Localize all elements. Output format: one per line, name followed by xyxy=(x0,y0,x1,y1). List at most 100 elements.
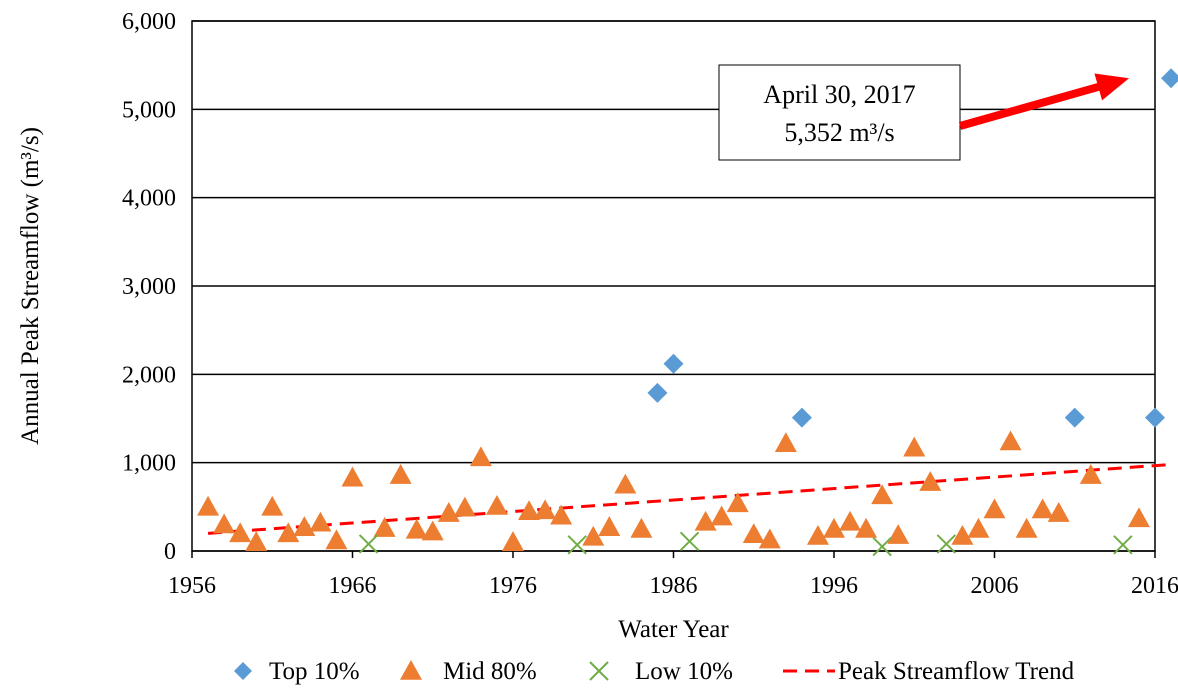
x-axis-label: Water Year xyxy=(618,616,729,643)
point-mid-80 xyxy=(887,524,910,544)
point-top-10 xyxy=(663,353,684,374)
x-tick-label: 1966 xyxy=(329,573,377,599)
legend-label-trend: Peak Streamflow Trend xyxy=(838,658,1075,685)
point-low-10 xyxy=(1113,535,1133,555)
point-mid-80 xyxy=(999,430,1022,451)
point-mid-80 xyxy=(421,520,444,541)
y-tick-label: 4,000 xyxy=(122,186,176,212)
point-mid-80 xyxy=(1015,517,1038,538)
annotation-value: 5,352 m³/s xyxy=(784,118,894,147)
point-mid-80 xyxy=(582,525,605,546)
point-mid-80 xyxy=(550,504,573,525)
point-mid-80 xyxy=(903,436,926,457)
annotation-date: April 30, 2017 xyxy=(763,80,915,109)
point-mid-80 xyxy=(437,502,460,522)
point-mid-80 xyxy=(213,513,236,534)
point-mid-80 xyxy=(485,494,508,515)
y-tick-label: 0 xyxy=(164,539,176,565)
x-tick-label: 1996 xyxy=(810,573,858,599)
legend-item-mid-80: Mid 80% xyxy=(400,658,537,685)
point-mid-80 xyxy=(614,473,637,494)
legend-label-top-10: Top 10% xyxy=(269,658,360,685)
point-top-10 xyxy=(791,407,812,428)
point-mid-80 xyxy=(951,524,974,545)
annotation-arrow xyxy=(958,73,1130,130)
point-low-10-stroke-b xyxy=(1113,535,1133,555)
x-axis-ticks: 1956 1966 1976 1986 1996 2006 2016 xyxy=(168,551,1178,599)
legend-label-mid-80: Mid 80% xyxy=(443,658,537,685)
legend-item-trend: Peak Streamflow Trend xyxy=(783,658,1075,685)
point-mid-80 xyxy=(855,517,878,538)
point-mid-80 xyxy=(823,517,845,538)
point-mid-80 xyxy=(919,471,942,491)
y-axis-ticks: 0 1,000 2,000 3,000 4,000 5,000 6,000 xyxy=(122,9,176,565)
point-low-10-stroke-b xyxy=(872,536,892,557)
point-mid-80 xyxy=(373,517,396,537)
point-mid-80 xyxy=(871,484,894,505)
point-mid-80 xyxy=(806,524,829,545)
point-top-10 xyxy=(1161,68,1178,89)
point-mid-80 xyxy=(453,496,476,517)
trend-line xyxy=(207,462,1172,535)
point-mid-80 xyxy=(1127,507,1150,528)
point-top-10 xyxy=(647,382,668,403)
legend-marker-x-stroke-b xyxy=(589,661,609,681)
y-tick-label: 3,000 xyxy=(122,274,176,300)
point-low-10 xyxy=(872,536,892,557)
point-low-10 xyxy=(358,534,379,554)
point-mid-80 xyxy=(309,511,332,532)
point-mid-80 xyxy=(277,522,300,543)
point-mid-80 xyxy=(518,500,541,521)
point-low-10 xyxy=(679,531,700,551)
point-mid-80 xyxy=(325,529,348,550)
point-mid-80 xyxy=(839,510,862,531)
point-mid-80 xyxy=(197,495,220,516)
legend-label-low-10: Low 10% xyxy=(635,658,733,685)
point-mid-80 xyxy=(630,517,653,538)
point-mid-80 xyxy=(341,466,364,487)
point-mid-80 xyxy=(1047,502,1070,522)
x-tick-label: 2006 xyxy=(971,573,1019,599)
x-tick-label: 1986 xyxy=(650,573,698,599)
point-mid-80 xyxy=(389,464,412,484)
annotation-callout: April 30, 2017 5,352 m³/s xyxy=(718,64,1130,161)
point-mid-80 xyxy=(758,528,781,549)
point-top-10 xyxy=(1145,407,1165,428)
y-tick-label: 5,000 xyxy=(122,97,176,123)
point-mid-80 xyxy=(710,505,733,526)
point-mid-80 xyxy=(245,531,268,551)
point-mid-80 xyxy=(229,522,252,543)
x-tick-label: 1956 xyxy=(168,573,216,599)
point-low-10-stroke-b xyxy=(358,534,379,554)
point-mid-80 xyxy=(405,518,428,539)
point-mid-80 xyxy=(983,498,1006,519)
x-tick-label: 2016 xyxy=(1131,573,1178,599)
legend: Top 10% Mid 80% Low 10% Peak Streamflow … xyxy=(234,658,1075,685)
point-mid-80 xyxy=(1031,498,1054,519)
legend-marker-triangle xyxy=(400,660,422,680)
point-mid-80 xyxy=(598,516,621,536)
legend-marker-diamond xyxy=(234,662,252,680)
annotation-box xyxy=(718,64,961,161)
point-mid-80 xyxy=(694,510,717,531)
point-mid-80 xyxy=(469,446,492,467)
legend-item-top-10: Top 10% xyxy=(234,658,360,685)
gridlines xyxy=(192,20,1155,552)
point-low-10 xyxy=(567,535,587,555)
point-mid-80 xyxy=(502,531,524,551)
y-tick-label: 1,000 xyxy=(122,451,176,477)
point-mid-80 xyxy=(534,499,557,520)
x-tick-label: 1976 xyxy=(489,573,537,599)
point-low-10-stroke-b xyxy=(679,531,700,551)
legend-marker-x xyxy=(589,661,609,681)
legend-item-low-10: Low 10% xyxy=(589,658,733,685)
point-mid-80 xyxy=(774,432,797,453)
y-tick-label: 6,000 xyxy=(122,9,176,35)
point-low-10-stroke-b xyxy=(567,535,587,555)
y-axis-label: Annual Peak Streamflow (m³/s) xyxy=(17,127,44,445)
point-mid-80 xyxy=(1079,464,1102,484)
point-low-10-stroke-b xyxy=(936,534,957,554)
point-mid-80 xyxy=(967,517,990,538)
data-points xyxy=(197,68,1178,557)
